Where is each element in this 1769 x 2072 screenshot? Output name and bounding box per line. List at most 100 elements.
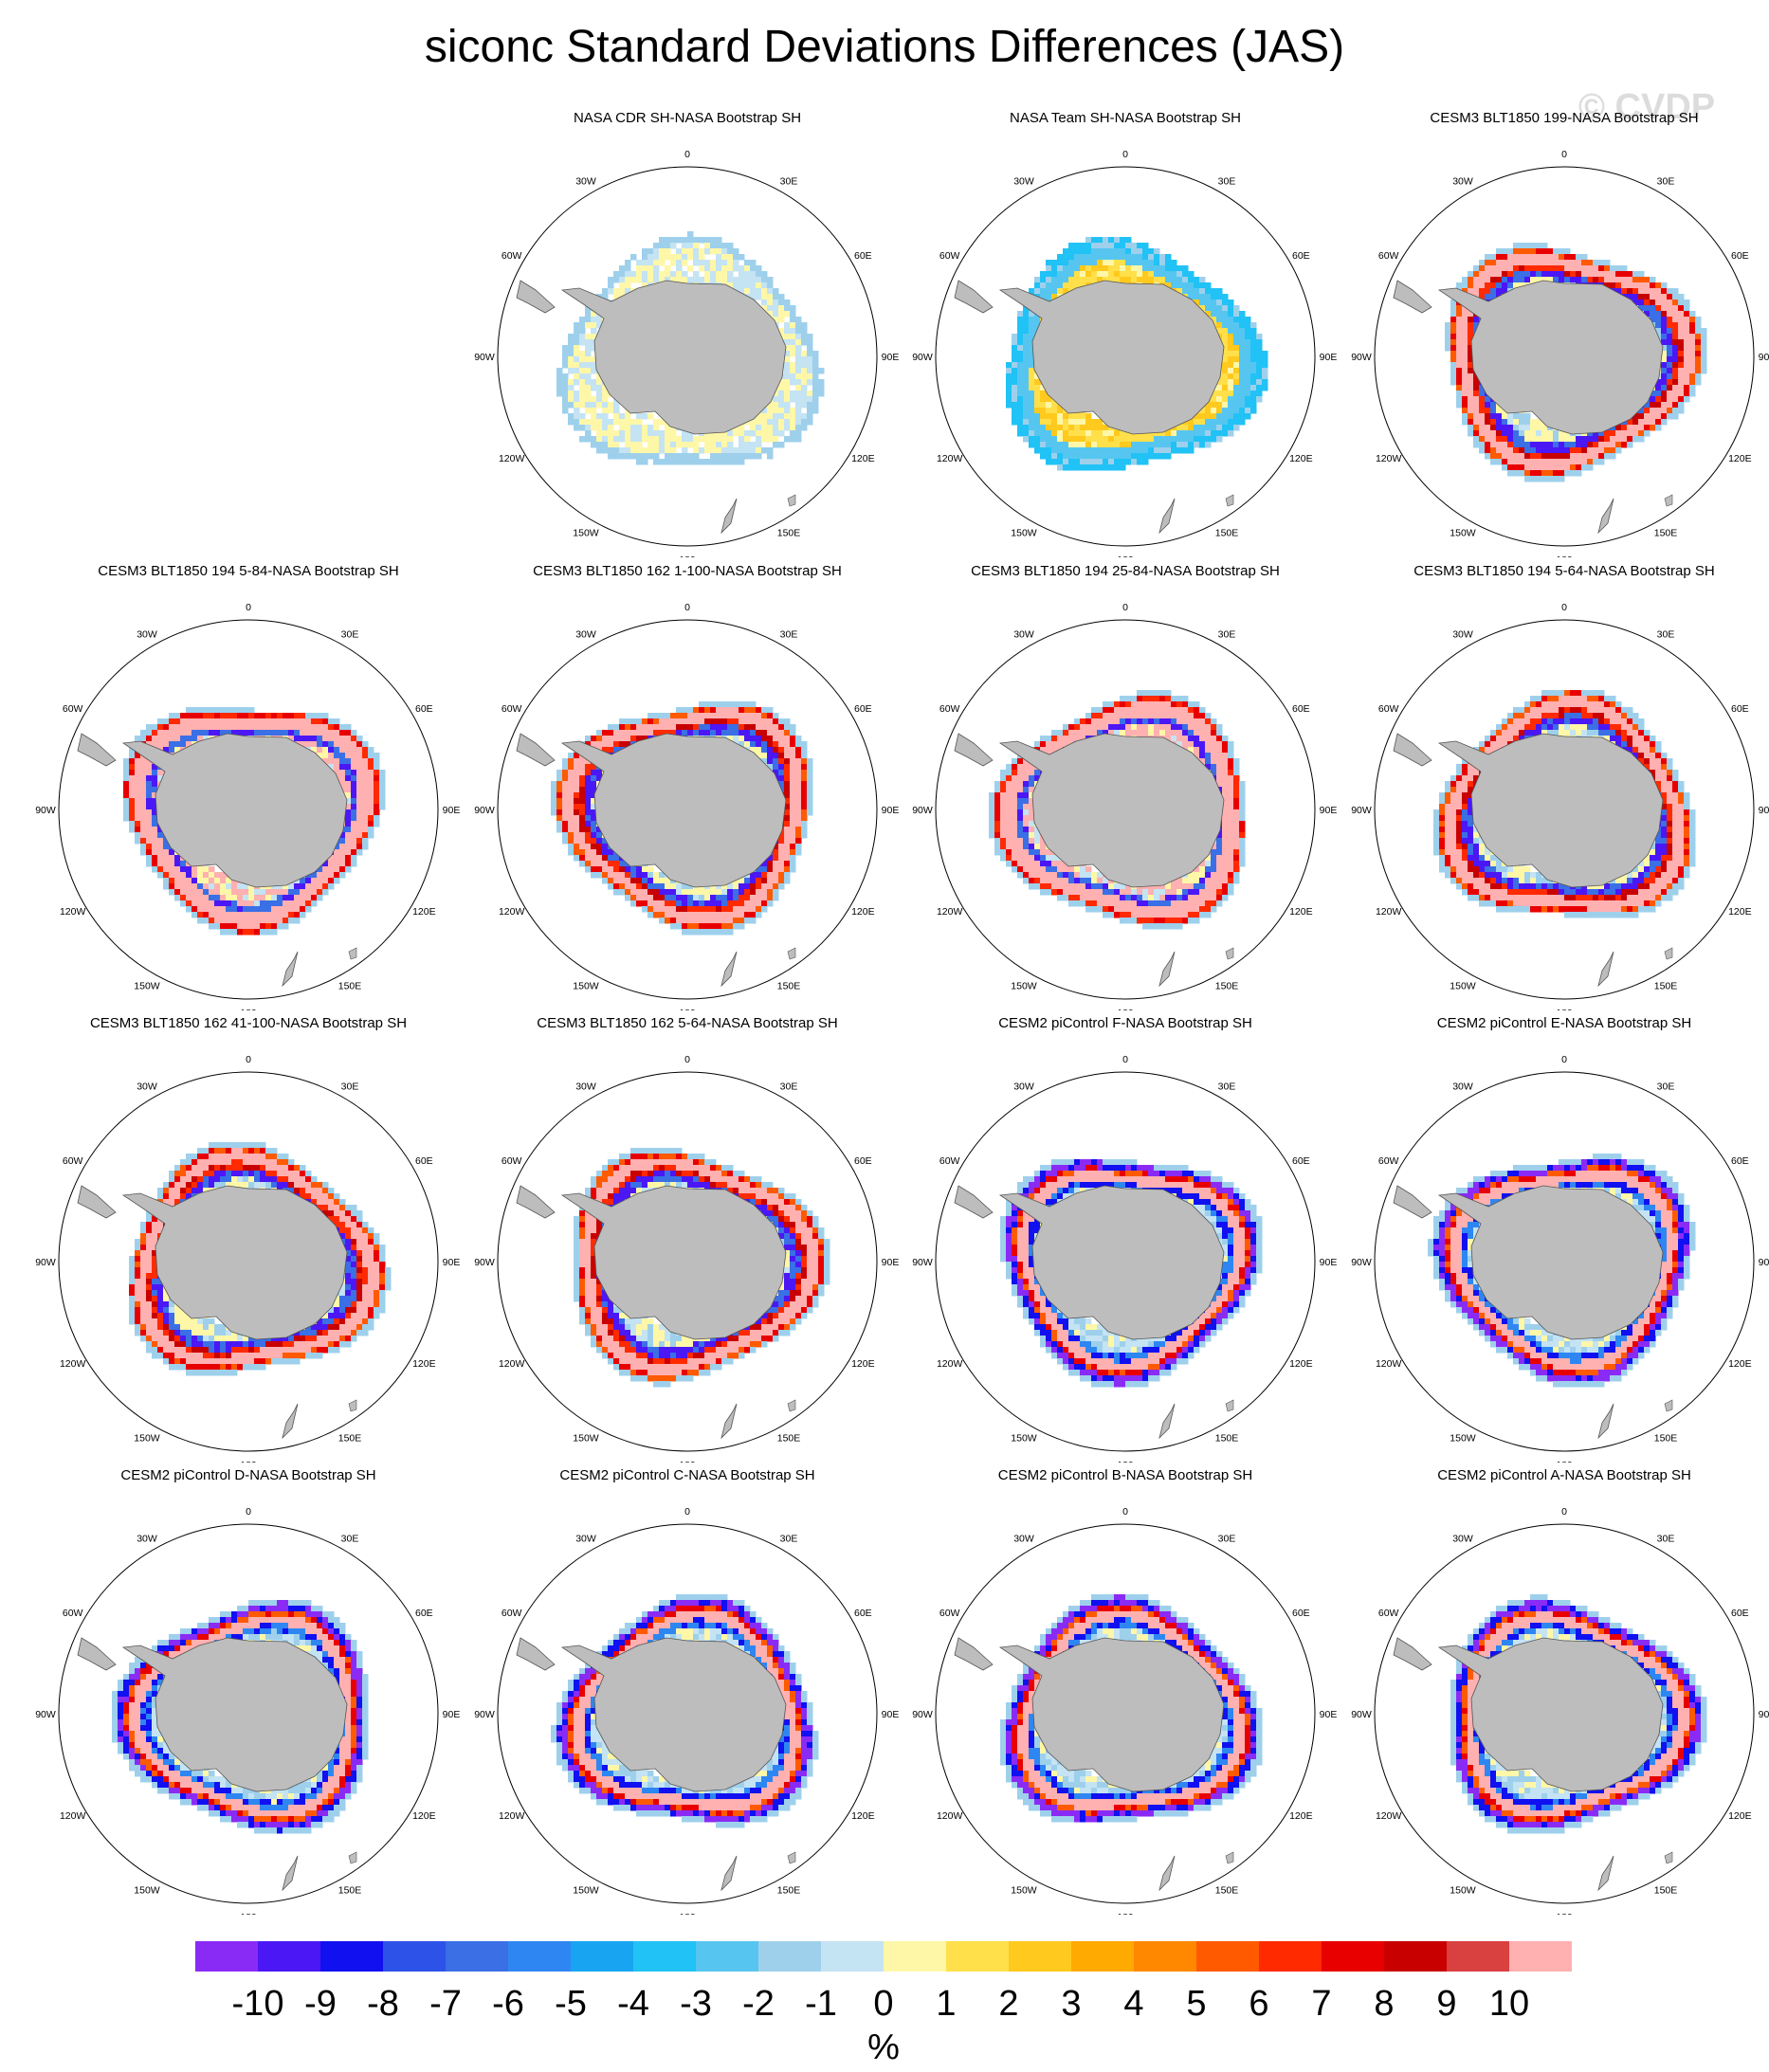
longitude-label: 60E xyxy=(1731,250,1749,262)
map-panel: CESM2 piControl E-NASA Bootstrap SH 0 30E 6… xyxy=(1344,1015,1769,1463)
watermark: © CVDP xyxy=(1578,87,1716,127)
tasmania-landmass xyxy=(787,1851,796,1864)
longitude-label: 60E xyxy=(415,703,433,715)
longitude-label: 0 xyxy=(246,602,251,613)
longitude-label: 90E xyxy=(443,1709,461,1720)
longitude-label: 150W xyxy=(134,980,160,991)
longitude-label: 150W xyxy=(1450,1884,1476,1896)
map-boundary xyxy=(497,1071,878,1452)
map-boundary xyxy=(1374,1071,1755,1452)
polar-map: 0 30E 60E 90E 120E 150E 180 150W 120W 90W 60W 30W xyxy=(35,1506,461,1915)
longitude-label: 60E xyxy=(415,1155,433,1167)
longitude-label: 120E xyxy=(851,1358,875,1370)
longitude-label: 150W xyxy=(134,1884,160,1896)
colorbar-tick-label: -4 xyxy=(617,1984,649,2024)
panel-title: CESM3 BLT1850 162 5-64-NASA Bootstrap SH xyxy=(537,1015,838,1031)
longitude-label: 120E xyxy=(412,1358,436,1370)
map-panel: CESM3 BLT1850 194 5-64-NASA Bootstrap SH… xyxy=(1344,563,1769,1010)
longitude-label: 150W xyxy=(573,527,599,538)
tasmania-landmass xyxy=(1225,1399,1234,1412)
colorbar-swatch xyxy=(258,1941,320,1972)
longitude-label: 30E xyxy=(1218,629,1236,641)
map-boundary xyxy=(1374,166,1755,547)
longitude-label: 60W xyxy=(502,250,522,262)
longitude-label: 150E xyxy=(338,1432,362,1444)
longitude-label: 180 xyxy=(1117,554,1134,557)
polar-map: 0 30E 60E 90E 120E 150E 180 150W 120W 90W 60W 30W xyxy=(912,602,1337,1010)
longitude-label: 60W xyxy=(63,1155,83,1167)
longitude-label: 60W xyxy=(939,250,960,262)
map-boundary xyxy=(1374,1523,1755,1904)
longitude-label: 60E xyxy=(415,1608,433,1619)
longitude-label: 120W xyxy=(1376,1810,1402,1822)
longitude-label: 60E xyxy=(1292,250,1310,262)
longitude-label: 60W xyxy=(939,1608,960,1619)
panel-title: NASA Team SH-NASA Bootstrap SH xyxy=(1010,110,1241,126)
new-zealand-landmass xyxy=(282,1403,299,1440)
tasmania-landmass xyxy=(1225,1851,1234,1864)
south-america-landmass xyxy=(516,733,556,767)
longitude-label: 150E xyxy=(1654,1432,1678,1444)
map-boundary xyxy=(497,1523,878,1904)
longitude-label: 150E xyxy=(1215,980,1239,991)
longitude-label: 30W xyxy=(575,1534,596,1545)
longitude-label: 150E xyxy=(1215,1432,1239,1444)
south-america-landmass xyxy=(516,1637,556,1671)
longitude-label: 120E xyxy=(1728,906,1752,918)
longitude-label: 0 xyxy=(1561,1506,1567,1518)
longitude-label: 120W xyxy=(937,906,963,918)
longitude-label: 60E xyxy=(854,1608,872,1619)
longitude-label: 30E xyxy=(1218,176,1236,188)
longitude-label: 30E xyxy=(341,629,359,641)
longitude-label: 150W xyxy=(1450,980,1476,991)
colorbar-tick-label: 0 xyxy=(873,1984,893,2024)
longitude-label: 90W xyxy=(912,805,933,816)
polar-map: 0 30E 60E 90E 120E 150E 180 150W 120W 90W 60W 30W xyxy=(1351,602,1769,1010)
antarctica-landmass xyxy=(998,1185,1225,1340)
colorbar-swatch xyxy=(1071,1941,1134,1972)
panel-title: CESM3 BLT1850 194 25-84-NASA Bootstrap S… xyxy=(971,563,1280,579)
longitude-label: 120E xyxy=(1728,1358,1752,1370)
new-zealand-landmass xyxy=(1597,1403,1614,1440)
longitude-label: 150W xyxy=(573,1884,599,1896)
longitude-label: 150E xyxy=(1215,1884,1239,1896)
polar-map: 0 30E 60E 90E 120E 150E 180 150W 120W 90W 60W 30W xyxy=(1351,149,1769,557)
longitude-label: 60W xyxy=(502,1155,522,1167)
longitude-label: 30E xyxy=(780,1081,798,1093)
longitude-label: 150E xyxy=(1654,527,1678,538)
longitude-label: 60E xyxy=(854,1155,872,1167)
south-america-landmass xyxy=(954,280,994,314)
colorbar-swatch xyxy=(1384,1941,1447,1972)
colorbar-swatch xyxy=(1447,1941,1509,1972)
panel-title: CESM3 BLT1850 162 41-100-NASA Bootstrap … xyxy=(89,1015,408,1031)
longitude-label: 150E xyxy=(338,1884,362,1896)
south-america-landmass xyxy=(77,733,117,767)
longitude-label: 90W xyxy=(474,1257,495,1268)
colorbar-tick-label: 5 xyxy=(1186,1984,1206,2024)
antarctica-landmass xyxy=(560,1185,787,1340)
longitude-label: 120E xyxy=(1289,1810,1313,1822)
longitude-label: 30E xyxy=(341,1081,359,1093)
polar-map: 0 30E 60E 90E 120E 150E 180 150W 120W 90W 60W 30W xyxy=(35,1054,461,1463)
new-zealand-landmass xyxy=(1597,951,1614,988)
longitude-label: 30W xyxy=(1452,1534,1473,1545)
longitude-label: 120W xyxy=(937,453,963,464)
longitude-label: 0 xyxy=(1122,1506,1128,1518)
longitude-label: 30W xyxy=(1013,1534,1034,1545)
longitude-label: 90E xyxy=(1320,352,1338,363)
longitude-label: 0 xyxy=(684,1506,690,1518)
polar-map: 0 30E 60E 90E 120E 150E 180 150W 120W 90W 60W 30W xyxy=(35,602,460,1010)
longitude-label: 30W xyxy=(1452,1081,1473,1093)
longitude-label: 120E xyxy=(1289,906,1313,918)
longitude-label: 60E xyxy=(1731,1155,1749,1167)
antarctica-landmass xyxy=(121,1637,348,1792)
colorbar: -10 -9 -8 -7 -6 -5 -4 -3 -2 -1 0 1 2 3 4 5 6 7 8 9 10% xyxy=(195,1941,1572,2067)
map-panel: CESM3 BLT1850 194 5-84-NASA Bootstrap SH… xyxy=(28,563,468,1010)
panel-title: CESM2 piControl E-NASA Bootstrap SH xyxy=(1436,1015,1692,1031)
south-america-landmass xyxy=(1393,280,1432,314)
colorbar-tick-label: -6 xyxy=(492,1984,524,2024)
longitude-label: 90E xyxy=(443,1257,461,1268)
longitude-label: 90W xyxy=(1351,805,1372,816)
longitude-label: 150E xyxy=(777,1884,801,1896)
longitude-label: 120W xyxy=(937,1358,963,1370)
